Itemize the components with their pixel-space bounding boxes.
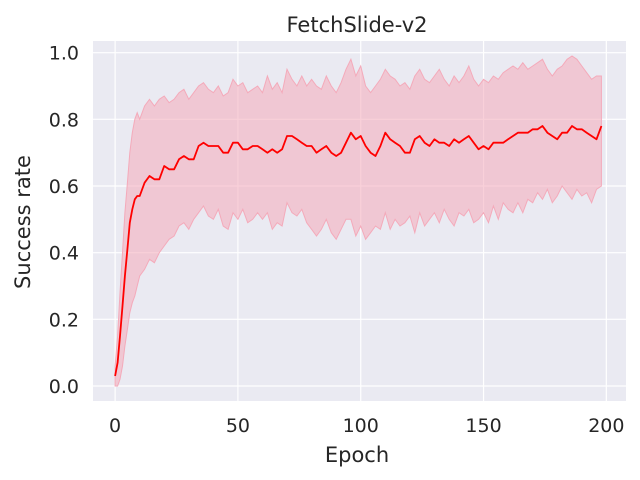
y-tick-label: 1.0 xyxy=(49,43,79,65)
chart-title: FetchSlide-v2 xyxy=(287,13,428,37)
y-tick-label: 0.6 xyxy=(49,176,79,198)
x-tick-label: 50 xyxy=(226,415,250,437)
y-axis-ticks: 0.0 0.2 0.4 0.6 0.8 1.0 xyxy=(49,43,79,398)
y-tick-label: 0.4 xyxy=(49,243,79,265)
y-tick-label: 0.0 xyxy=(49,376,79,398)
y-tick-label: 0.8 xyxy=(49,109,79,131)
y-axis-label: Success rate xyxy=(11,155,35,289)
mean-line xyxy=(114,125,603,377)
y-tick-label: 0.2 xyxy=(49,309,79,331)
x-axis-ticks: 0 50 100 150 200 xyxy=(109,415,624,437)
confidence-band xyxy=(114,55,602,387)
x-tick-label: 100 xyxy=(343,415,379,437)
x-tick-label: 200 xyxy=(588,415,624,437)
x-tick-label: 0 xyxy=(109,415,121,437)
x-tick-label: 150 xyxy=(465,415,501,437)
x-axis-label: Epoch xyxy=(325,443,389,467)
